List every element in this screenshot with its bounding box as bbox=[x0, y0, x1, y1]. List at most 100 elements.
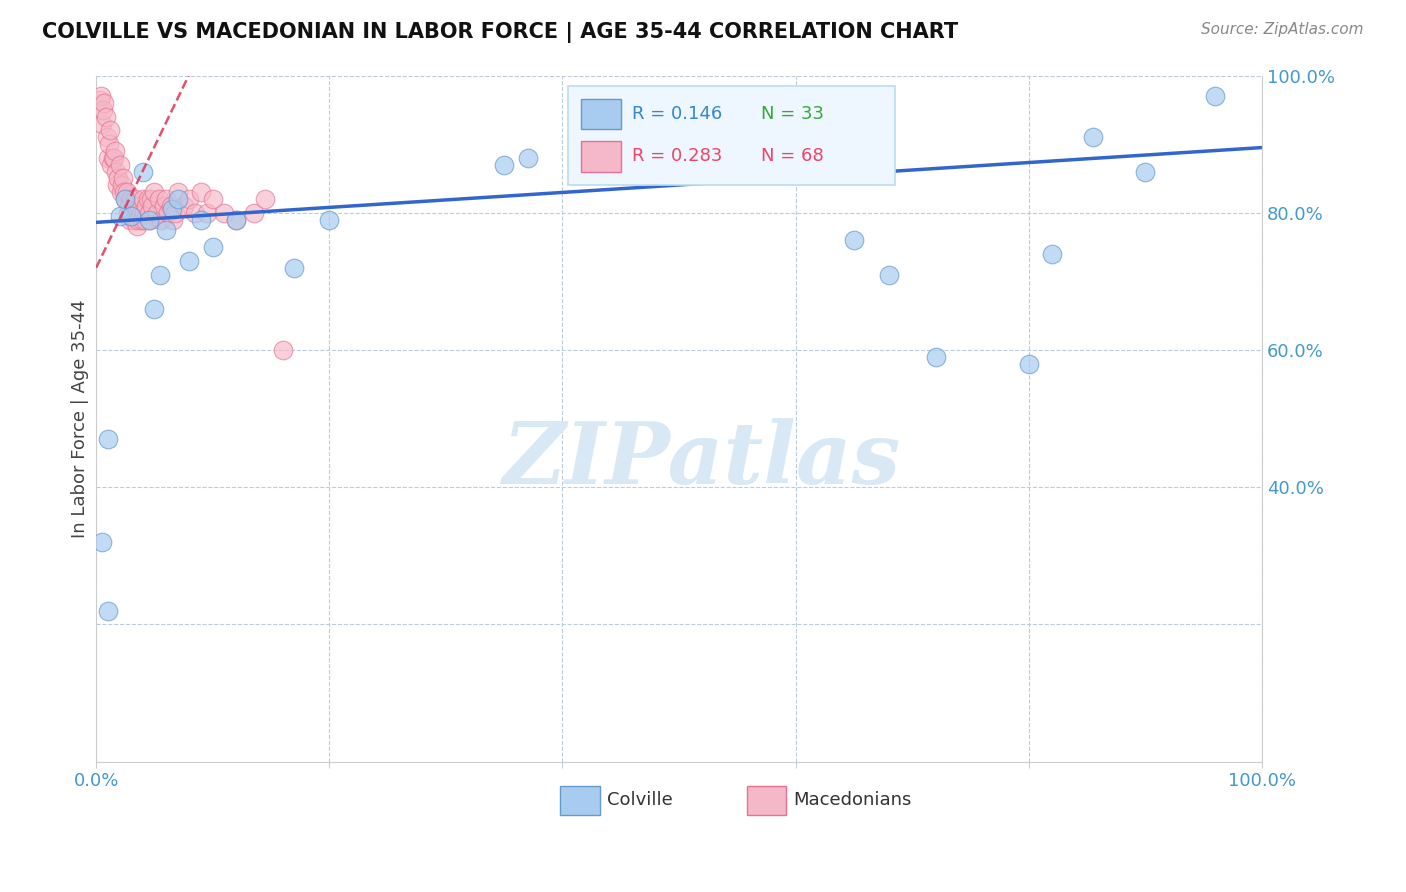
Point bbox=[179, 253, 201, 268]
Point bbox=[91, 103, 114, 117]
Point bbox=[122, 212, 145, 227]
Point bbox=[242, 206, 264, 220]
FancyBboxPatch shape bbox=[747, 786, 786, 814]
Point bbox=[598, 158, 620, 172]
Point bbox=[139, 192, 162, 206]
Point bbox=[162, 212, 184, 227]
Point bbox=[94, 110, 117, 124]
Point bbox=[714, 95, 737, 110]
Point bbox=[1018, 357, 1040, 371]
Point bbox=[114, 192, 136, 206]
Point bbox=[114, 192, 136, 206]
Point bbox=[173, 199, 195, 213]
Point bbox=[118, 212, 141, 227]
Point bbox=[190, 185, 212, 199]
Point bbox=[225, 212, 247, 227]
Point bbox=[184, 206, 207, 220]
Point bbox=[139, 212, 162, 227]
Text: R = 0.146: R = 0.146 bbox=[633, 104, 723, 123]
Text: Source: ZipAtlas.com: Source: ZipAtlas.com bbox=[1201, 22, 1364, 37]
Point bbox=[108, 158, 131, 172]
Point bbox=[118, 199, 141, 213]
FancyBboxPatch shape bbox=[581, 141, 621, 171]
Point bbox=[89, 93, 111, 107]
Point bbox=[127, 212, 149, 227]
Point bbox=[107, 171, 129, 186]
Point bbox=[112, 185, 135, 199]
Point bbox=[104, 144, 127, 158]
Point bbox=[100, 158, 122, 172]
Point bbox=[166, 185, 188, 199]
Point bbox=[117, 206, 139, 220]
Point bbox=[146, 206, 169, 220]
Text: ZIPatlas: ZIPatlas bbox=[503, 418, 901, 501]
Point bbox=[105, 164, 128, 178]
Point bbox=[633, 89, 655, 103]
Point bbox=[125, 219, 148, 234]
Point bbox=[136, 192, 159, 206]
Point bbox=[103, 151, 125, 165]
Point bbox=[132, 192, 155, 206]
Point bbox=[131, 212, 153, 227]
Point bbox=[115, 185, 138, 199]
Point bbox=[150, 212, 173, 227]
Point bbox=[120, 192, 142, 206]
Point bbox=[494, 158, 516, 172]
Point bbox=[141, 199, 163, 213]
Point bbox=[97, 151, 120, 165]
Point bbox=[132, 164, 155, 178]
Point bbox=[132, 206, 155, 220]
Point bbox=[111, 171, 134, 186]
Point bbox=[692, 151, 714, 165]
FancyBboxPatch shape bbox=[560, 786, 600, 814]
Point bbox=[143, 185, 166, 199]
Point bbox=[283, 260, 305, 275]
Point bbox=[97, 432, 120, 446]
Point bbox=[155, 192, 177, 206]
Point bbox=[195, 206, 218, 220]
Point bbox=[120, 209, 142, 223]
Text: N = 68: N = 68 bbox=[761, 147, 824, 165]
FancyBboxPatch shape bbox=[568, 86, 894, 186]
Point bbox=[160, 202, 183, 217]
Point bbox=[877, 268, 900, 282]
Point bbox=[166, 192, 188, 206]
Point bbox=[842, 233, 865, 247]
Y-axis label: In Labor Force | Age 35-44: In Labor Force | Age 35-44 bbox=[72, 300, 89, 538]
Point bbox=[214, 206, 236, 220]
Point bbox=[1204, 89, 1226, 103]
Point bbox=[318, 212, 340, 227]
Text: COLVILLE VS MACEDONIAN IN LABOR FORCE | AGE 35-44 CORRELATION CHART: COLVILLE VS MACEDONIAN IN LABOR FORCE | … bbox=[42, 22, 959, 44]
Point bbox=[155, 223, 177, 237]
Point bbox=[159, 199, 181, 213]
Point bbox=[111, 178, 134, 193]
Point bbox=[149, 268, 172, 282]
Point bbox=[90, 89, 112, 103]
FancyBboxPatch shape bbox=[581, 99, 621, 129]
Point bbox=[179, 192, 201, 206]
Point bbox=[148, 192, 170, 206]
Point bbox=[98, 137, 121, 152]
Point bbox=[254, 192, 277, 206]
Point bbox=[138, 206, 160, 220]
Point bbox=[157, 206, 180, 220]
Point bbox=[121, 206, 143, 220]
Text: N = 33: N = 33 bbox=[761, 104, 824, 123]
Point bbox=[516, 151, 538, 165]
Point bbox=[129, 206, 152, 220]
Point bbox=[271, 343, 294, 357]
Point bbox=[201, 192, 224, 206]
Text: Colville: Colville bbox=[607, 791, 672, 809]
Point bbox=[91, 535, 114, 549]
Point bbox=[97, 604, 120, 618]
Point bbox=[98, 123, 121, 137]
Point bbox=[135, 199, 157, 213]
Point bbox=[96, 130, 118, 145]
Point bbox=[153, 199, 176, 213]
Point bbox=[143, 301, 166, 316]
Point bbox=[101, 151, 124, 165]
Point bbox=[125, 206, 148, 220]
Point bbox=[134, 212, 156, 227]
Point bbox=[190, 212, 212, 227]
Point bbox=[1135, 164, 1157, 178]
